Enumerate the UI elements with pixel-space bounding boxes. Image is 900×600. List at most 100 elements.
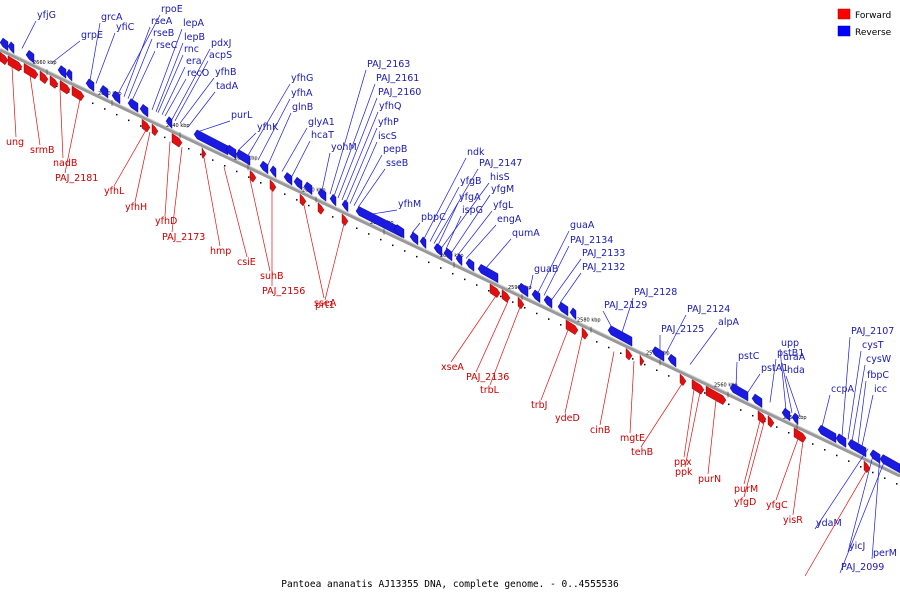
reverse-gene-body: [355, 206, 403, 238]
reverse-gene-label: yicJ: [849, 541, 865, 552]
reverse-gene: pdxJ: [171, 38, 231, 120]
forward-gene: ung: [6, 66, 24, 148]
scale-tick-label: 2640 kbp: [166, 123, 190, 129]
feature-dot: [20, 68, 22, 70]
reverse-gene: yfhP: [345, 117, 399, 202]
reverse-gene: PAJ_2124: [665, 304, 730, 354]
forward-gene: mgtE: [620, 361, 645, 444]
forward-gene-label: tehB: [631, 447, 653, 458]
reverse-gene: rseB: [127, 28, 174, 99]
reverse-gene-label: pbpC: [421, 212, 446, 223]
reverse-gene-label: rseA: [151, 16, 173, 27]
feature-dot: [332, 216, 334, 218]
reverse-gene: PAJ_2129: [602, 300, 647, 328]
reverse-gene-label: yfgM: [491, 184, 514, 195]
forward-gene-body: [581, 327, 589, 340]
feature-dot: [548, 318, 550, 320]
reverse-gene-label: glnB: [292, 102, 313, 113]
forward-gene-label: PAJ_2173: [162, 232, 205, 243]
feature-dot: [392, 244, 394, 247]
feature-dot: [248, 176, 250, 178]
forward-gene: ppk: [675, 392, 701, 478]
feature-dot: [836, 454, 838, 457]
reverse-gene: pepB: [353, 144, 407, 206]
feature-dot: [824, 449, 826, 451]
forward-gene-label: PAJ_2181: [55, 173, 98, 184]
feature-dot: [740, 409, 742, 411]
forward-gene-label: csiE: [237, 257, 256, 268]
reverse-gene-label: rseC: [156, 40, 178, 51]
reverse-gene-body: [817, 424, 837, 444]
reverse-gene: yfhQ: [341, 101, 401, 201]
reverse-gene: rpoE: [117, 4, 183, 95]
feature-dot: [116, 113, 118, 116]
forward-gene-body: [565, 319, 579, 335]
forward-gene-label: xseA: [441, 362, 464, 373]
reverse-gene-label: ccpA: [831, 384, 854, 395]
forward-gene: purM: [734, 420, 761, 495]
forward-gene-body: [625, 347, 633, 361]
forward-gene-body: [691, 379, 705, 395]
reverse-gene-label: rpoE: [161, 4, 183, 15]
forward-gene-body: [863, 460, 871, 474]
feature-dot: [500, 295, 502, 298]
feature-dot: [236, 170, 238, 173]
reverse-gene: yfgA: [437, 192, 481, 246]
forward-gene-body: [793, 427, 807, 443]
feature-dot: [872, 471, 874, 474]
reverse-gene: PAJ_2133: [551, 248, 625, 300]
reverse-gene: uraA: [781, 352, 806, 413]
reverse-gene-label: recO: [187, 68, 209, 79]
feature-dot: [812, 443, 814, 445]
forward-gene: trbJ: [531, 329, 569, 411]
reverse-gene: PAJ_2160: [337, 87, 421, 199]
forward-gene-label: srmB: [30, 145, 54, 156]
feature-dot: [848, 460, 850, 462]
reverse-gene: yfgM: [451, 184, 514, 253]
reverse-gene-body: [791, 412, 799, 426]
reverse-gene: guaA: [537, 220, 595, 293]
reverse-gene: yfhB: [179, 67, 237, 124]
reverse-gene-label: upp: [781, 338, 799, 349]
forward-gene: nadB: [53, 89, 77, 169]
reverse-gene-label: cysT: [862, 340, 884, 351]
reverse-gene-label: pstB1: [777, 348, 804, 359]
feature-dot: [644, 363, 646, 366]
reverse-gene: yfhG: [247, 73, 313, 156]
reverse-gene: cysW: [851, 354, 892, 442]
feature-dot: [140, 125, 142, 127]
reverse-gene-label: uraA: [783, 352, 806, 363]
reverse-gene-label: hisS: [490, 172, 510, 183]
reverse-gene-label: PAJ_2163: [367, 59, 410, 70]
forward-gene: purN: [698, 399, 721, 485]
reverse-gene-label: sseB: [386, 158, 408, 169]
reverse-gene-label: PAJ_2161: [376, 73, 419, 84]
reverse-gene-body: [847, 439, 867, 458]
reverse-gene: pstA1: [747, 363, 788, 393]
reverse-gene-label: hda: [787, 365, 805, 376]
feature-dot: [212, 159, 214, 161]
reverse-gene-body: [393, 224, 405, 239]
feature-dot: [188, 147, 190, 150]
feature-dot: [632, 358, 634, 360]
reverse-gene: lepB: [155, 32, 205, 112]
reverse-gene-body: [477, 263, 499, 284]
forward-gene-body: [767, 415, 775, 428]
feature-dot: [368, 233, 370, 235]
feature-dot: [536, 312, 538, 315]
reverse-gene: ydaM: [814, 448, 869, 530]
scale-tick-label: 2580 kbp: [577, 318, 601, 324]
feature-dot: [776, 426, 778, 428]
reverse-gene-body: [25, 50, 35, 64]
forward-gene-body: [269, 179, 277, 192]
genome-backbone-highlight: [0, 47, 900, 475]
feature-dot: [620, 352, 622, 354]
forward-gene-label: yfhL: [104, 186, 125, 197]
reverse-gene-label: PAJ_2147: [479, 158, 522, 169]
reverse-gene-body: [225, 144, 237, 160]
map-title: Pantoea ananatis AJ13355 DNA, complete g…: [281, 579, 619, 590]
reverse-gene: PAJ_2163: [329, 59, 410, 195]
reverse-gene: hda: [785, 365, 805, 417]
